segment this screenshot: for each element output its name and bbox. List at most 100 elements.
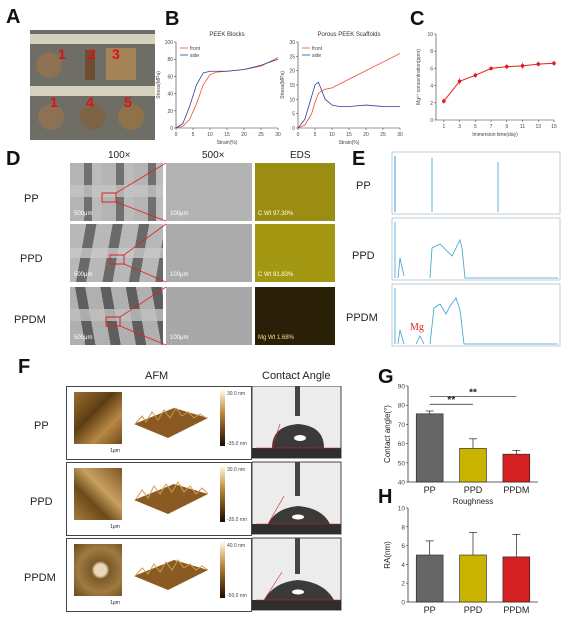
e-row-label-pp: PP — [356, 180, 371, 192]
row-label-ppdm: PPDM — [14, 314, 46, 326]
eds-spectra: Mg — [390, 148, 562, 348]
eds-text: C Wt 91.83% — [258, 272, 293, 278]
spectrum-frame-ppdm — [392, 284, 560, 346]
sample-number: 1 — [58, 46, 66, 62]
y-tick-label: 0 — [292, 126, 295, 132]
contact-angle-images — [252, 386, 342, 612]
zoom-line — [124, 264, 166, 282]
legend-label: front — [190, 46, 201, 52]
data-point — [442, 99, 446, 103]
colorbar-pp — [220, 390, 225, 446]
chart-title: PEEK Blocks — [209, 32, 244, 38]
y-tick-label: 90 — [398, 384, 406, 391]
colorbar-min: -50.0 nm — [227, 593, 247, 599]
significance-marker: ** — [469, 388, 477, 399]
y-tick-label: 0 — [170, 126, 173, 132]
bar-PP — [416, 414, 443, 482]
x-axis-label: Strain(%) — [339, 140, 360, 146]
y-tick-label: 20 — [167, 109, 173, 115]
afm-scale: 1μm — [110, 600, 120, 606]
y-tick-label: 6 — [430, 66, 433, 72]
bar-PPDM — [503, 557, 530, 602]
spectrum-frame-pp — [392, 152, 560, 214]
x-tick-label: 11 — [520, 124, 525, 130]
y-tick-label: 10 — [427, 32, 433, 38]
afm-2d-pp — [74, 392, 122, 444]
y-tick-label: 30 — [289, 40, 295, 46]
needle — [295, 462, 300, 496]
y-tick-label: 8 — [430, 49, 433, 55]
panel-label-d: D — [6, 148, 20, 171]
y-tick-label: 80 — [167, 57, 173, 63]
substrate — [252, 448, 341, 458]
y-tick-label: 60 — [398, 441, 406, 448]
afm-surface-ppd — [134, 484, 208, 514]
y-tick-label: 0 — [401, 600, 405, 607]
row-label-pp: PP — [24, 193, 39, 205]
sample-number: 1 — [50, 94, 58, 110]
eds-map-ppd: C Wt 91.83% — [255, 224, 335, 282]
x-tick-label: PPD — [464, 485, 483, 495]
zoom-line — [124, 224, 166, 255]
sem-image-pp-500x: 100μm — [166, 163, 252, 221]
colorbar-max: 30.0 nm — [227, 391, 245, 397]
f-row-label-ppd: PPD — [30, 496, 53, 508]
x-tick-label: 30 — [275, 132, 281, 138]
legend-label: side — [312, 53, 321, 59]
y-tick-label: 25 — [289, 54, 295, 60]
e-row-label-ppd: PPD — [352, 250, 375, 262]
x-tick-label: PPDM — [503, 605, 529, 615]
data-point — [474, 73, 478, 77]
bar-PP — [416, 555, 443, 602]
chart-title: Roughness — [453, 498, 493, 506]
x-tick-label: 25 — [380, 132, 386, 138]
scale-text: 100μm — [170, 335, 188, 341]
y-tick-label: 40 — [167, 92, 173, 98]
x-tick-label: PP — [424, 605, 436, 615]
y-tick-label: 40 — [398, 480, 406, 487]
sem-image-ppd-500x: 100μm — [166, 224, 252, 282]
x-tick-label: 15 — [346, 132, 352, 138]
y-tick-label: 100 — [165, 40, 174, 46]
x-tick-label: 5 — [314, 132, 317, 138]
y-tick-label: 80 — [398, 403, 406, 410]
eds-map-pp: C Wt 97.30% — [255, 163, 335, 221]
x-tick-label: 0 — [297, 132, 300, 138]
x-tick-label: 7 — [490, 124, 493, 130]
data-point — [536, 62, 540, 66]
x-tick-label: 10 — [329, 132, 335, 138]
x-tick-label: 15 — [551, 124, 557, 130]
eds-text: Mg Wt 1.68% — [258, 335, 294, 341]
x-tick-label: 15 — [224, 132, 230, 138]
header-100x: 100× — [108, 150, 131, 161]
colorbar-min: -35.0 nm — [227, 441, 247, 447]
zoom-line — [120, 287, 166, 317]
chart-c: 135791113150246810Immersion time(day)Mg²… — [416, 32, 557, 138]
chart-b-right: 051015202530051015202530Porous PEEK Scaf… — [280, 32, 403, 146]
x-tick-label: 13 — [535, 124, 541, 130]
droplet-highlight — [294, 435, 306, 441]
eds-text: C Wt 97.30% — [258, 211, 293, 217]
photo-samples: 1 2 3 1 4 5 — [30, 30, 155, 140]
data-point — [505, 65, 509, 69]
afm-3d-surfaces: 30.0 nm -35.0 nm 30.0 nm -35.0 nm 40.0 n… — [128, 388, 248, 608]
sample-block-3 — [106, 48, 136, 80]
sample-number: 5 — [124, 94, 132, 110]
data-point — [458, 80, 462, 84]
y-tick-label: 4 — [430, 84, 433, 90]
header-500x: 500× — [202, 150, 225, 161]
colorbar-min: -35.0 nm — [227, 517, 247, 523]
scale-text: 100μm — [170, 211, 188, 217]
x-tick-label: PP — [424, 485, 436, 495]
legend-label: front — [312, 46, 323, 52]
y-tick-label: 50 — [398, 460, 406, 467]
panel-c-chart: 135791113150246810Immersion time(day)Mg²… — [410, 20, 560, 145]
y-tick-label: 15 — [289, 83, 295, 89]
chart-h: 0246810RA(nm)RoughnessPPPPDPPDM — [383, 498, 538, 615]
x-tick-label: 0 — [175, 132, 178, 138]
header-eds: EDS — [290, 150, 311, 161]
x-tick-label: 30 — [397, 132, 403, 138]
chart-title: Porous PEEK Scaffolds — [318, 32, 381, 38]
panel-g-chart: 405060708090Contact angle(°)PPPPDPPDM***… — [372, 378, 562, 500]
y-tick-label: 8 — [401, 524, 405, 531]
